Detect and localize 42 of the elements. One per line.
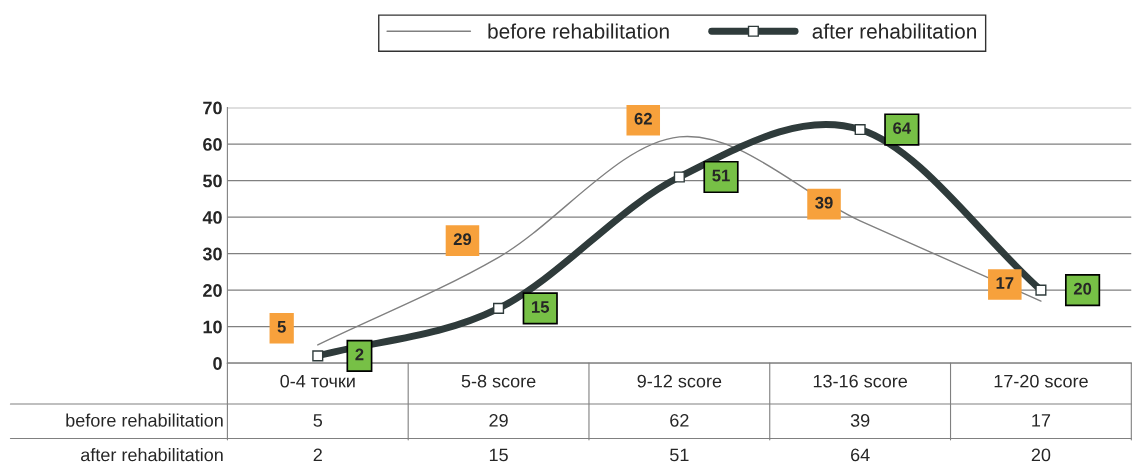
text: after rehabilitation bbox=[81, 448, 223, 462]
text: before rehabilitation bbox=[66, 413, 223, 427]
y-tick-label: 10 bbox=[203, 320, 222, 334]
x-tick-label: 17-20 score bbox=[994, 374, 1088, 388]
y-tick-label: 20 bbox=[203, 284, 222, 297]
text: 39 bbox=[815, 196, 833, 209]
text: 51 bbox=[712, 169, 730, 182]
data-label: 2 bbox=[313, 448, 322, 462]
legend-label: before rehabilitation bbox=[488, 23, 669, 39]
text: 20 bbox=[1073, 282, 1092, 295]
data-label: 20 bbox=[1031, 448, 1051, 462]
data-label: 17 bbox=[1032, 414, 1051, 427]
text: 64 bbox=[893, 122, 911, 135]
data-label: 39 bbox=[850, 414, 870, 427]
text: 2 bbox=[355, 348, 364, 361]
data-label: 64 bbox=[851, 448, 870, 462]
data-label: 5 bbox=[313, 414, 323, 427]
y-tick-label: 30 bbox=[202, 247, 222, 261]
x-tick-label: 9-12 score bbox=[637, 374, 722, 388]
point bbox=[854, 123, 866, 136]
x-tick-label: 5-8 score bbox=[461, 374, 536, 388]
y-tick-label: 60 bbox=[203, 138, 222, 151]
y-tick-label: 50 bbox=[203, 174, 222, 188]
x-tick-label: 13-16 score bbox=[813, 374, 908, 388]
point bbox=[493, 302, 505, 314]
legend-label: after rehabilitation bbox=[812, 23, 976, 39]
point bbox=[673, 171, 685, 183]
y-tick-label: 70 bbox=[203, 101, 222, 115]
point bbox=[1035, 284, 1047, 296]
text: 5 bbox=[277, 321, 286, 333]
data-label: 15 bbox=[489, 448, 508, 462]
x-tick-label: 0-4 точки bbox=[280, 374, 355, 388]
text: 15 bbox=[532, 301, 550, 313]
data-label: 62 bbox=[670, 414, 689, 427]
data-label: 51 bbox=[670, 448, 689, 462]
text: 29 bbox=[453, 233, 472, 246]
point bbox=[312, 350, 324, 362]
y-tick-label: 0 bbox=[213, 357, 222, 370]
text: 17 bbox=[996, 277, 1014, 289]
y-tick-label: 40 bbox=[202, 211, 222, 224]
text: 62 bbox=[634, 112, 652, 125]
data-label: 29 bbox=[489, 414, 508, 427]
